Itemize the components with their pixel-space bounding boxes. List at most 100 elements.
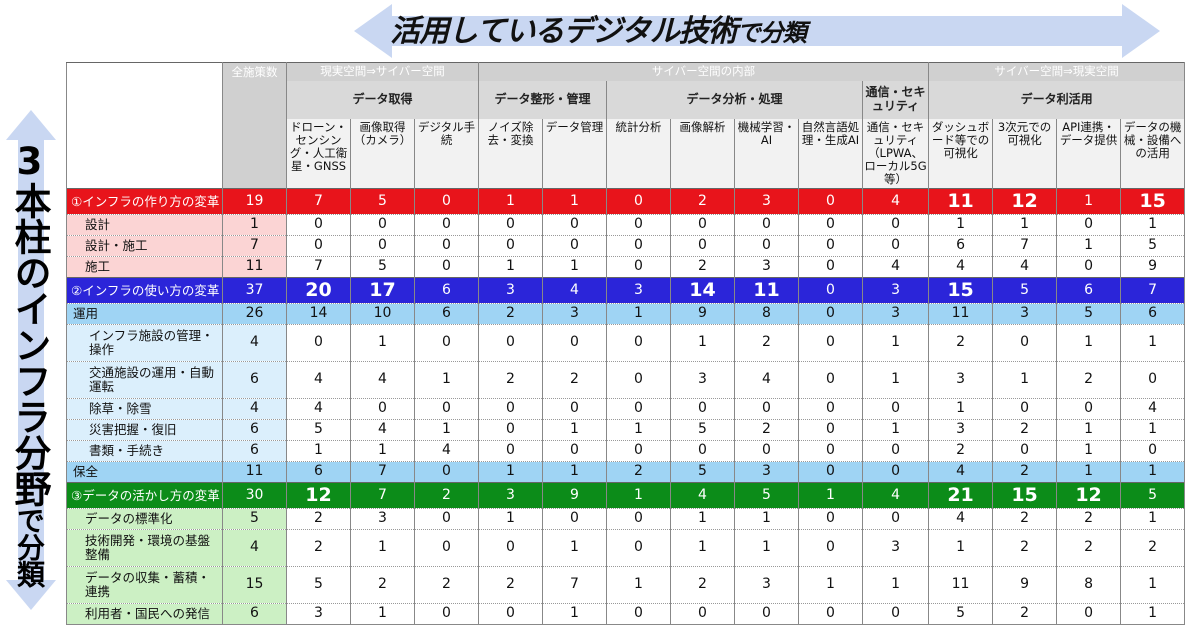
column-header: 自然言語処理・生成AI	[798, 118, 864, 189]
count-cell: 7	[350, 461, 415, 483]
count-cell: 5	[670, 419, 736, 441]
count-cell: 0	[606, 188, 672, 215]
count-cell: 1	[670, 324, 736, 362]
count-cell: 0	[992, 440, 1058, 462]
count-cell: 1	[542, 419, 608, 441]
count-cell: 0	[478, 214, 544, 236]
row-label: 交通施設の運用・自動運転	[66, 361, 223, 399]
count-cell: 0	[413, 324, 480, 362]
count-cell: 2	[478, 566, 544, 604]
count-cell: 1	[478, 508, 544, 530]
count-cell: 4	[928, 461, 994, 483]
count-cell: 2	[734, 419, 800, 441]
count-cell: 1	[606, 419, 672, 441]
column-header: データ管理	[542, 118, 608, 189]
count-cell: 5	[1056, 303, 1122, 325]
subgroup-header: データ分析・処理	[606, 80, 864, 119]
count-cell: 2	[670, 188, 736, 215]
count-cell: 2	[734, 324, 800, 362]
total-cell: 19	[222, 188, 287, 215]
count-cell: 2	[992, 529, 1058, 567]
count-cell: 1	[1120, 603, 1186, 625]
count-cell: 7	[1120, 277, 1186, 304]
count-cell: 0	[413, 188, 480, 215]
count-cell: 0	[542, 398, 608, 420]
count-cell: 0	[862, 508, 930, 530]
count-cell: 3	[734, 566, 800, 604]
count-cell: 0	[798, 214, 864, 236]
count-cell: 0	[413, 508, 480, 530]
count-cell: 9	[992, 566, 1058, 604]
count-cell: 1	[798, 566, 864, 604]
count-cell: 3	[734, 256, 800, 278]
total-cell: 4	[222, 398, 287, 420]
count-cell: 0	[413, 461, 480, 483]
count-cell: 11	[928, 566, 994, 604]
count-cell: 0	[606, 235, 672, 257]
table-row: 運用 26 14 10 6 2 3 1 9 8 0 3 11 3 5 6	[66, 303, 1186, 325]
count-cell: 0	[734, 235, 800, 257]
count-cell: 0	[862, 440, 930, 462]
count-cell: 5	[1120, 235, 1186, 257]
count-cell: 0	[478, 440, 544, 462]
subgroup-header: 通信・セキュリティ	[862, 80, 930, 119]
count-cell: 0	[1056, 214, 1122, 236]
count-cell: 3	[992, 303, 1058, 325]
table-row: ③データの活かし方の変革 30 12 7 2 3 9 1 4 5 1 4 21 15 12 5	[66, 482, 1186, 509]
count-cell: 5	[734, 482, 800, 509]
count-cell: 0	[542, 214, 608, 236]
side-title-main: 3本柱のインフラ分野	[8, 140, 51, 506]
count-cell: 0	[413, 398, 480, 420]
table-row: ②インフラの使い方の変革 37 20 17 6 3 4 3 14 11 0 3 15 5 6 7	[66, 277, 1186, 304]
table-row: 保全 11 6 7 0 1 1 2 5 3 0 0 4 2 1 1	[66, 461, 1186, 483]
count-cell: 0	[1056, 398, 1122, 420]
table-row: 設計 1 0 0 0 0 0 0 0 0 0 0 1 1 0 1	[66, 214, 1186, 236]
count-cell: 1	[542, 529, 608, 567]
count-cell: 5	[286, 566, 351, 604]
count-cell: 1	[1120, 324, 1186, 362]
count-cell: 0	[542, 508, 608, 530]
top-title-suffix: で分類	[736, 19, 807, 47]
count-cell: 2	[413, 482, 480, 509]
count-cell: 1	[928, 529, 994, 567]
count-cell: 11	[928, 303, 994, 325]
count-cell: 0	[606, 603, 672, 625]
count-cell: 0	[606, 398, 672, 420]
count-cell: 6	[286, 461, 351, 483]
count-cell: 1	[670, 508, 736, 530]
count-cell: 11	[734, 277, 800, 304]
count-cell: 7	[350, 482, 415, 509]
table-row: 設計・施工 7 0 0 0 0 0 0 0 0 0 0 6 7 1 5	[66, 235, 1186, 257]
count-cell: 2	[928, 324, 994, 362]
count-cell: 2	[542, 361, 608, 399]
group-header: サイバー空間⇒現実空間	[928, 62, 1186, 81]
count-cell: 7	[992, 235, 1058, 257]
count-cell: 1	[1120, 214, 1186, 236]
count-cell: 1	[478, 256, 544, 278]
count-cell: 0	[734, 398, 800, 420]
total-cell: 30	[222, 482, 287, 509]
count-cell: 15	[1120, 188, 1186, 215]
count-cell: 1	[1056, 440, 1122, 462]
count-cell: 2	[413, 566, 480, 604]
count-cell: 0	[413, 235, 480, 257]
count-cell: 1	[286, 440, 351, 462]
count-cell: 1	[928, 398, 994, 420]
column-header: 画像取得（カメラ）	[350, 118, 415, 189]
count-cell: 5	[1120, 482, 1186, 509]
count-cell: 5	[992, 277, 1058, 304]
count-cell: 2	[350, 566, 415, 604]
count-cell: 0	[670, 235, 736, 257]
row-label: ②インフラの使い方の変革	[66, 277, 223, 304]
table-row: インフラ施設の管理・操作 4 0 1 0 0 0 0 1 2 0 1 2 0 1 1	[66, 324, 1186, 362]
count-cell: 3	[542, 303, 608, 325]
count-cell: 3	[928, 361, 994, 399]
count-cell: 1	[798, 482, 864, 509]
count-cell: 1	[862, 361, 930, 399]
count-cell: 6	[413, 303, 480, 325]
count-cell: 0	[798, 235, 864, 257]
count-cell: 7	[542, 566, 608, 604]
count-cell: 14	[286, 303, 351, 325]
row-label: 保全	[66, 461, 223, 483]
